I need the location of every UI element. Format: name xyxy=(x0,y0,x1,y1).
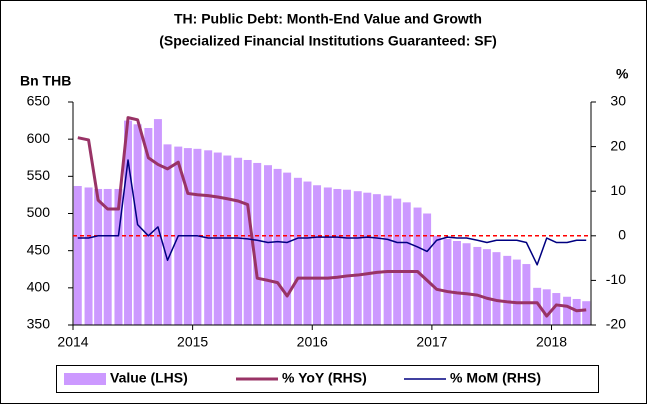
bar xyxy=(234,157,243,325)
bar xyxy=(114,188,123,325)
x-tick-label: 2018 xyxy=(536,334,567,350)
bar xyxy=(103,188,112,325)
bar xyxy=(462,243,471,325)
bar xyxy=(293,177,302,325)
chart-title: TH: Public Debt: Month-End Value and Gro… xyxy=(174,11,482,27)
line-series xyxy=(77,159,587,266)
bar xyxy=(453,241,462,325)
bar xyxy=(533,287,542,325)
bar xyxy=(223,155,232,325)
bar xyxy=(443,238,452,325)
y-tick-label: 400 xyxy=(27,279,51,295)
bar xyxy=(144,128,153,325)
bar xyxy=(243,159,252,325)
bar xyxy=(492,252,501,325)
bar xyxy=(423,213,432,325)
legend-box xyxy=(56,365,599,393)
bar xyxy=(503,255,512,325)
y-tick-label: 450 xyxy=(27,241,51,257)
bar xyxy=(163,144,172,325)
legend-label: % YoY (RHS) xyxy=(282,370,367,386)
y2-tick-label: 20 xyxy=(610,137,626,153)
bar xyxy=(512,259,521,325)
bar xyxy=(393,198,402,325)
bar xyxy=(153,119,162,325)
legend-label: % MoM (RHS) xyxy=(450,370,541,386)
bar xyxy=(432,235,441,325)
bar xyxy=(264,165,272,325)
x-tick-label: 2014 xyxy=(57,334,88,350)
y-axis-label: Bn THB xyxy=(20,73,71,89)
bar xyxy=(313,185,322,325)
y2-tick-label: -10 xyxy=(606,271,626,287)
bar xyxy=(303,181,312,325)
bar xyxy=(542,289,551,325)
bar xyxy=(193,148,202,325)
y2-tick-label: 10 xyxy=(610,182,626,198)
bar xyxy=(94,188,103,325)
x-tick-label: 2015 xyxy=(177,334,208,350)
bar xyxy=(383,195,392,325)
y-tick-label: 350 xyxy=(27,316,51,332)
legend-label: Value (LHS) xyxy=(110,370,188,386)
bar xyxy=(333,188,342,325)
bar xyxy=(73,185,82,325)
bar xyxy=(273,168,282,325)
y-tick-label: 600 xyxy=(27,130,51,146)
bar xyxy=(353,191,362,325)
bar xyxy=(552,293,561,325)
legend-swatch xyxy=(64,373,106,385)
bar xyxy=(84,187,93,325)
bar xyxy=(363,192,372,325)
y-tick-label: 650 xyxy=(27,93,51,109)
x-tick-label: 2016 xyxy=(297,334,328,350)
chart-subtitle: (Specialized Financial Institutions Guar… xyxy=(159,33,497,49)
bar xyxy=(253,162,262,325)
bar xyxy=(582,301,591,325)
bar xyxy=(413,207,422,325)
y2-tick-label: 30 xyxy=(610,93,626,109)
bar xyxy=(522,264,531,325)
y-tick-label: 500 xyxy=(27,204,51,220)
bar xyxy=(323,187,332,325)
y-tick-label: 550 xyxy=(27,167,51,183)
bar xyxy=(372,194,381,325)
x-tick-label: 2017 xyxy=(416,334,447,350)
bar xyxy=(124,120,133,325)
bar xyxy=(402,202,411,325)
line-series xyxy=(77,116,587,318)
y2-tick-label: -20 xyxy=(606,316,626,332)
y2-axis-label: % xyxy=(616,66,629,82)
bar xyxy=(283,172,292,325)
bar xyxy=(482,249,491,325)
bar xyxy=(563,296,572,325)
y2-tick-label: 0 xyxy=(618,227,626,243)
bar xyxy=(342,189,351,325)
bar xyxy=(473,246,482,325)
